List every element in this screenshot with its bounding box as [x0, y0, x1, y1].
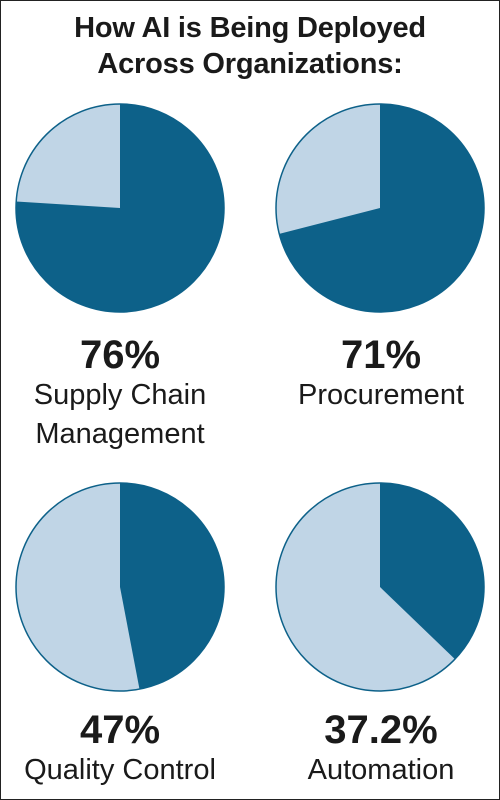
chart-title: How AI is Being Deployed Across Organiza…	[0, 10, 500, 82]
pie-outline	[275, 482, 485, 692]
pie-percent-label: 47%	[79, 708, 161, 752]
pie-outline	[15, 103, 225, 313]
pie-percent-label: 37.2%	[324, 708, 438, 752]
pie-slice-value	[279, 104, 485, 312]
pie-chart	[15, 103, 225, 313]
pie-percent-label: 71%	[340, 333, 422, 377]
pie-category-label-line: Supply Chain	[33, 379, 207, 411]
pie-chart	[275, 482, 485, 692]
pie-slice-value	[16, 104, 225, 312]
pie-outline	[275, 103, 485, 313]
pie-outline	[15, 482, 225, 692]
pie-category-label-line: Quality Control	[24, 754, 216, 786]
title-line-1: How AI is Being Deployed	[74, 12, 426, 44]
pie-slice-value	[380, 483, 484, 660]
pie-chart	[15, 482, 225, 692]
pie-category-label-line: Procurement	[297, 379, 464, 411]
pie-category-label-line: Management	[35, 418, 205, 450]
pie-category-label-line: Automation	[307, 754, 455, 786]
pie-chart	[275, 103, 485, 313]
title-line-2: Across Organizations:	[97, 48, 403, 80]
pie-percent-label: 76%	[79, 333, 161, 377]
pie-slice-value	[120, 483, 225, 690]
